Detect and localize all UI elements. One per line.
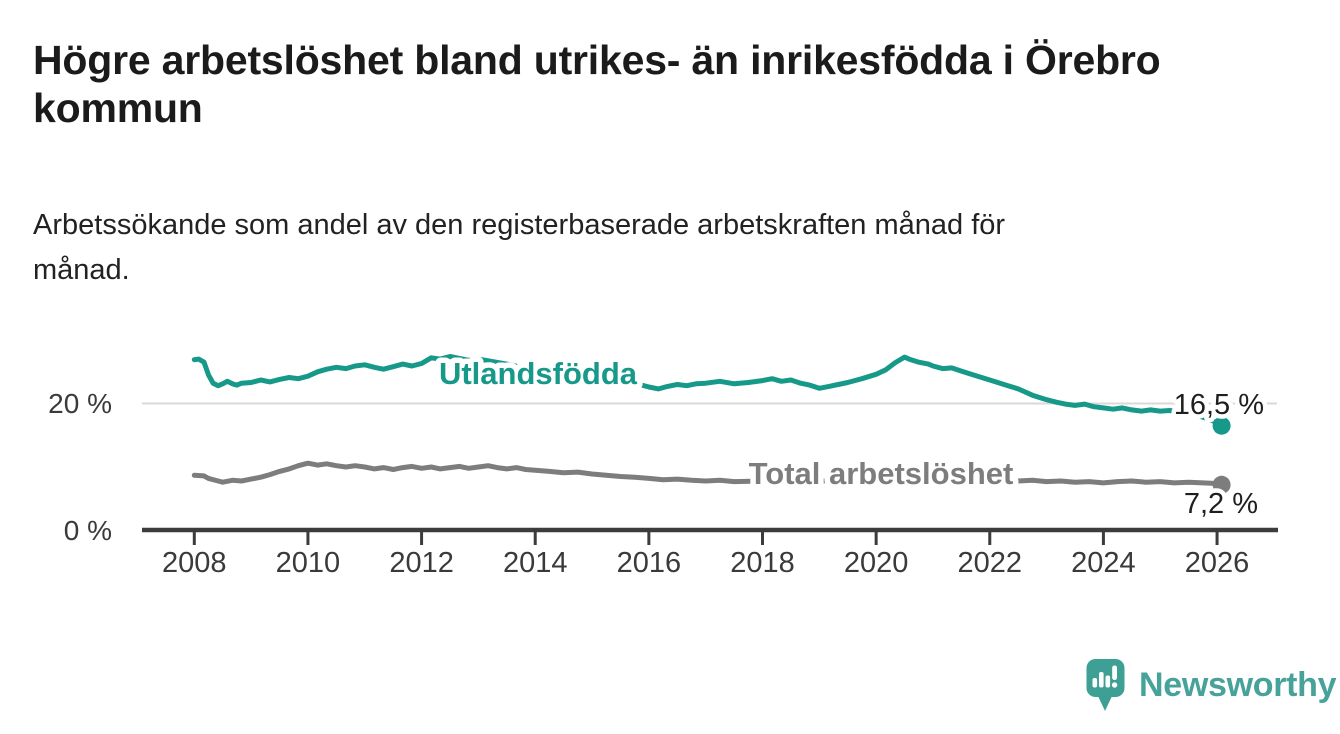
logo-text: Newsworthy xyxy=(1139,666,1337,704)
page-title: Högre arbetslöshet bland utrikes- än inr… xyxy=(33,36,1293,132)
subtitle-line1: Arbetssökande som andel av den registerb… xyxy=(33,209,1006,241)
x-tick-label-2026: 2026 xyxy=(1185,547,1250,579)
series-label-0: Utlandsfödda xyxy=(439,356,638,391)
x-tick-label-2014: 2014 xyxy=(503,547,568,579)
series-dot-0 xyxy=(1212,416,1231,435)
speech-bubble-bar-chart-icon xyxy=(1086,658,1125,711)
x-tick-label-2012: 2012 xyxy=(389,547,454,579)
title-line2: kommun xyxy=(33,85,203,131)
series-line-1 xyxy=(191,460,1225,488)
newsworthy-logo: Newsworthy xyxy=(1086,657,1337,713)
x-tick-label-2022: 2022 xyxy=(958,547,1023,579)
x-tick-label-2010: 2010 xyxy=(276,547,341,579)
y-axis-labels: 0 % 20 % xyxy=(48,388,112,546)
end-value-label-0: 16,5 % xyxy=(1174,389,1264,421)
y-tick-label-20: 20 % xyxy=(48,388,112,419)
x-tick-label-2020: 2020 xyxy=(844,547,909,579)
end-value-label-1: 7,2 % xyxy=(1184,488,1258,520)
x-tick-label-2024: 2024 xyxy=(1071,547,1136,579)
x-tick-label-2016: 2016 xyxy=(617,547,682,579)
series-labels: Utlandsfödda 16,5 % Total arbetslöshet 7,2 … xyxy=(433,351,1268,525)
x-tick-label-2018: 2018 xyxy=(730,547,795,579)
series-dot-1 xyxy=(1212,475,1231,494)
subtitle-line2: månad. xyxy=(33,254,130,286)
x-axis-ticks: 2008 2010 2012 2014 2016 2018 2020 2022 2024 2026 xyxy=(162,531,1249,579)
series-line-0 xyxy=(191,354,1225,429)
y-tick-label-0: 0 % xyxy=(64,515,112,546)
chart-subtitle: Arbetssökande som andel av den registerb… xyxy=(33,203,1253,293)
series-lines xyxy=(191,354,1231,494)
series-label-1: Total arbetslöshet xyxy=(749,456,1014,491)
x-tick-label-2008: 2008 xyxy=(162,547,227,579)
title-line1: Högre arbetslöshet bland utrikes- än inr… xyxy=(33,37,1161,83)
